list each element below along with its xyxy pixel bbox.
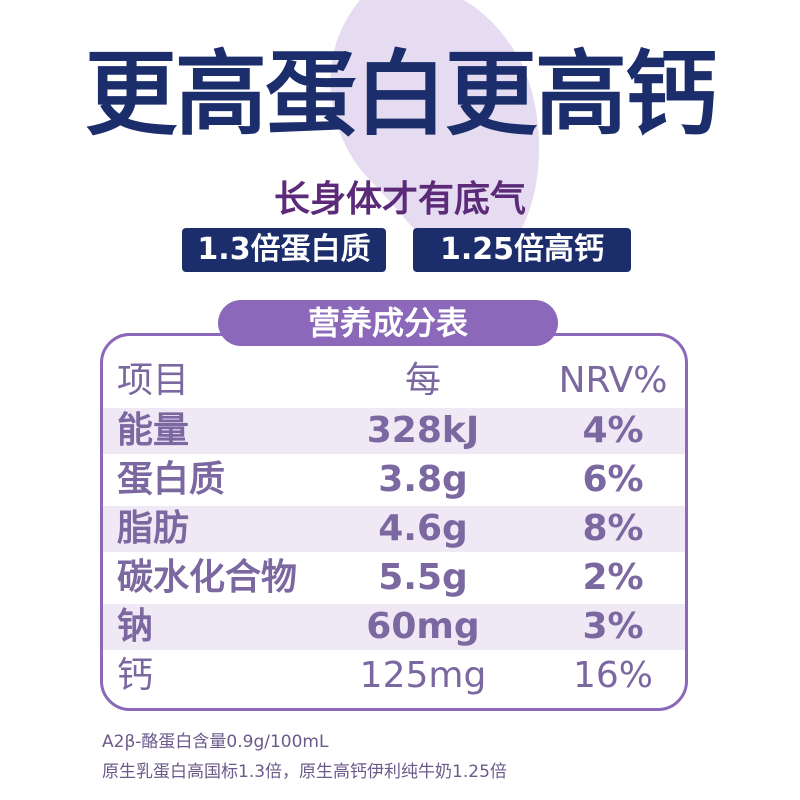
cell: 3.8g <box>378 459 468 500</box>
cell: 蛋白质 <box>117 459 226 500</box>
cell: 3% <box>582 606 644 647</box>
table-title: 营养成分表 <box>218 300 558 346</box>
cell: 8% <box>582 508 644 549</box>
table-row: 脂肪 4.6g 8% <box>103 506 685 552</box>
table-row: 碳水化合物 5.5g 2% <box>103 555 685 601</box>
title: 更高蛋白更高钙 <box>84 41 717 148</box>
badge: 1.25倍高钙 <box>413 228 631 272</box>
cell: 钙 <box>117 655 154 696</box>
cell: 能量 <box>117 410 190 451</box>
cell: 4.6g <box>378 508 468 549</box>
cell: 5.5g <box>378 557 468 598</box>
table-row: 能量 328kJ 4% <box>103 408 685 454</box>
cell: 碳水化合物 <box>117 557 298 598</box>
cell: 4% <box>582 410 644 451</box>
cell: 脂肪 <box>117 508 190 549</box>
cell: 125mg <box>359 655 487 696</box>
cell: 16% <box>572 655 653 696</box>
table-row: 蛋白质 3.8g 6% <box>103 457 685 503</box>
cell: 2% <box>582 557 644 598</box>
footnote: A2β-酪蛋白含量0.9g/100mL <box>102 732 329 752</box>
footnote: 原生乳蛋白高国标1.3倍，原生高钙伊利纯牛奶1.25倍 <box>102 762 507 782</box>
cell: 项目 <box>117 360 190 401</box>
cell: 6% <box>582 459 644 500</box>
cell: 60mg <box>366 606 480 647</box>
nutrition-table: 项目每100mLNRV%能量 328kJ 4% 蛋白质 3.8g 6% 脂肪 4.6g 8% 碳水… <box>100 333 688 711</box>
cell: NRV% <box>558 360 668 401</box>
decor-blob <box>330 0 540 263</box>
subtitle: 长身体才有底气 <box>273 179 526 220</box>
table-row: 钙 125mg 16% <box>103 653 685 699</box>
badge: 1.3倍蛋白质 <box>182 228 386 272</box>
cell: 钠 <box>117 606 154 647</box>
table-row: 钠 60mg 3% <box>103 604 685 650</box>
cell: 328kJ <box>366 410 480 451</box>
header-row: 项目每100mLNRV% <box>103 358 685 447</box>
